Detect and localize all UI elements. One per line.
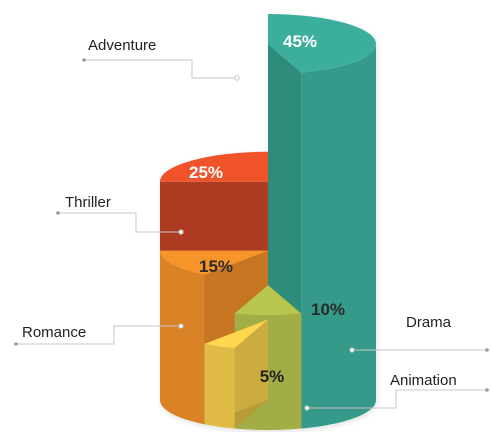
leader-end-dot-adventure <box>234 75 240 81</box>
category-label-drama: Drama <box>406 314 452 331</box>
slice-thriller-top <box>160 151 268 182</box>
leader-start-dot-animation <box>485 388 489 392</box>
leader-line-romance <box>16 325 181 345</box>
slice-animation-outer-wall <box>204 343 235 429</box>
slice-adventure-top <box>268 14 376 73</box>
leader-line-adventure <box>84 59 237 79</box>
category-label-thriller: Thriller <box>65 194 111 211</box>
slice-drama-top <box>234 285 302 316</box>
slice-romance-top <box>160 250 268 275</box>
slice-animation-top <box>204 319 268 349</box>
leader-end-dot-thriller <box>178 229 184 235</box>
category-label-animation: Animation <box>390 372 457 389</box>
leader-lines-group <box>14 58 489 411</box>
leader-end-dot-drama <box>349 347 355 353</box>
leader-start-dot-adventure <box>82 58 86 62</box>
slices-group <box>160 14 376 430</box>
value-label-adventure: 45% <box>283 32 317 51</box>
leader-line-thriller <box>58 212 181 233</box>
slice-adventure-outer-wall <box>301 44 376 429</box>
category-label-adventure: Adventure <box>88 37 156 54</box>
leader-start-dot-thriller <box>56 211 60 215</box>
value-label-romance: 15% <box>199 257 233 276</box>
leader-end-dot-romance <box>178 323 184 329</box>
slice-animation <box>204 319 268 429</box>
labels-group: 45% 25% 15% 10% 5% Adventure Thriller Romance Dr… <box>22 32 457 389</box>
value-label-animation: 5% <box>260 367 285 386</box>
slice-romance-outer-wall <box>160 250 205 425</box>
leader-end-dot-animation <box>304 405 310 411</box>
leader-line-animation <box>307 389 487 409</box>
leader-start-dot-drama <box>485 348 489 352</box>
leader-start-dot-romance <box>14 342 18 346</box>
value-label-drama: 10% <box>311 300 345 319</box>
category-label-romance: Romance <box>22 324 86 341</box>
value-label-thriller: 25% <box>189 163 223 182</box>
